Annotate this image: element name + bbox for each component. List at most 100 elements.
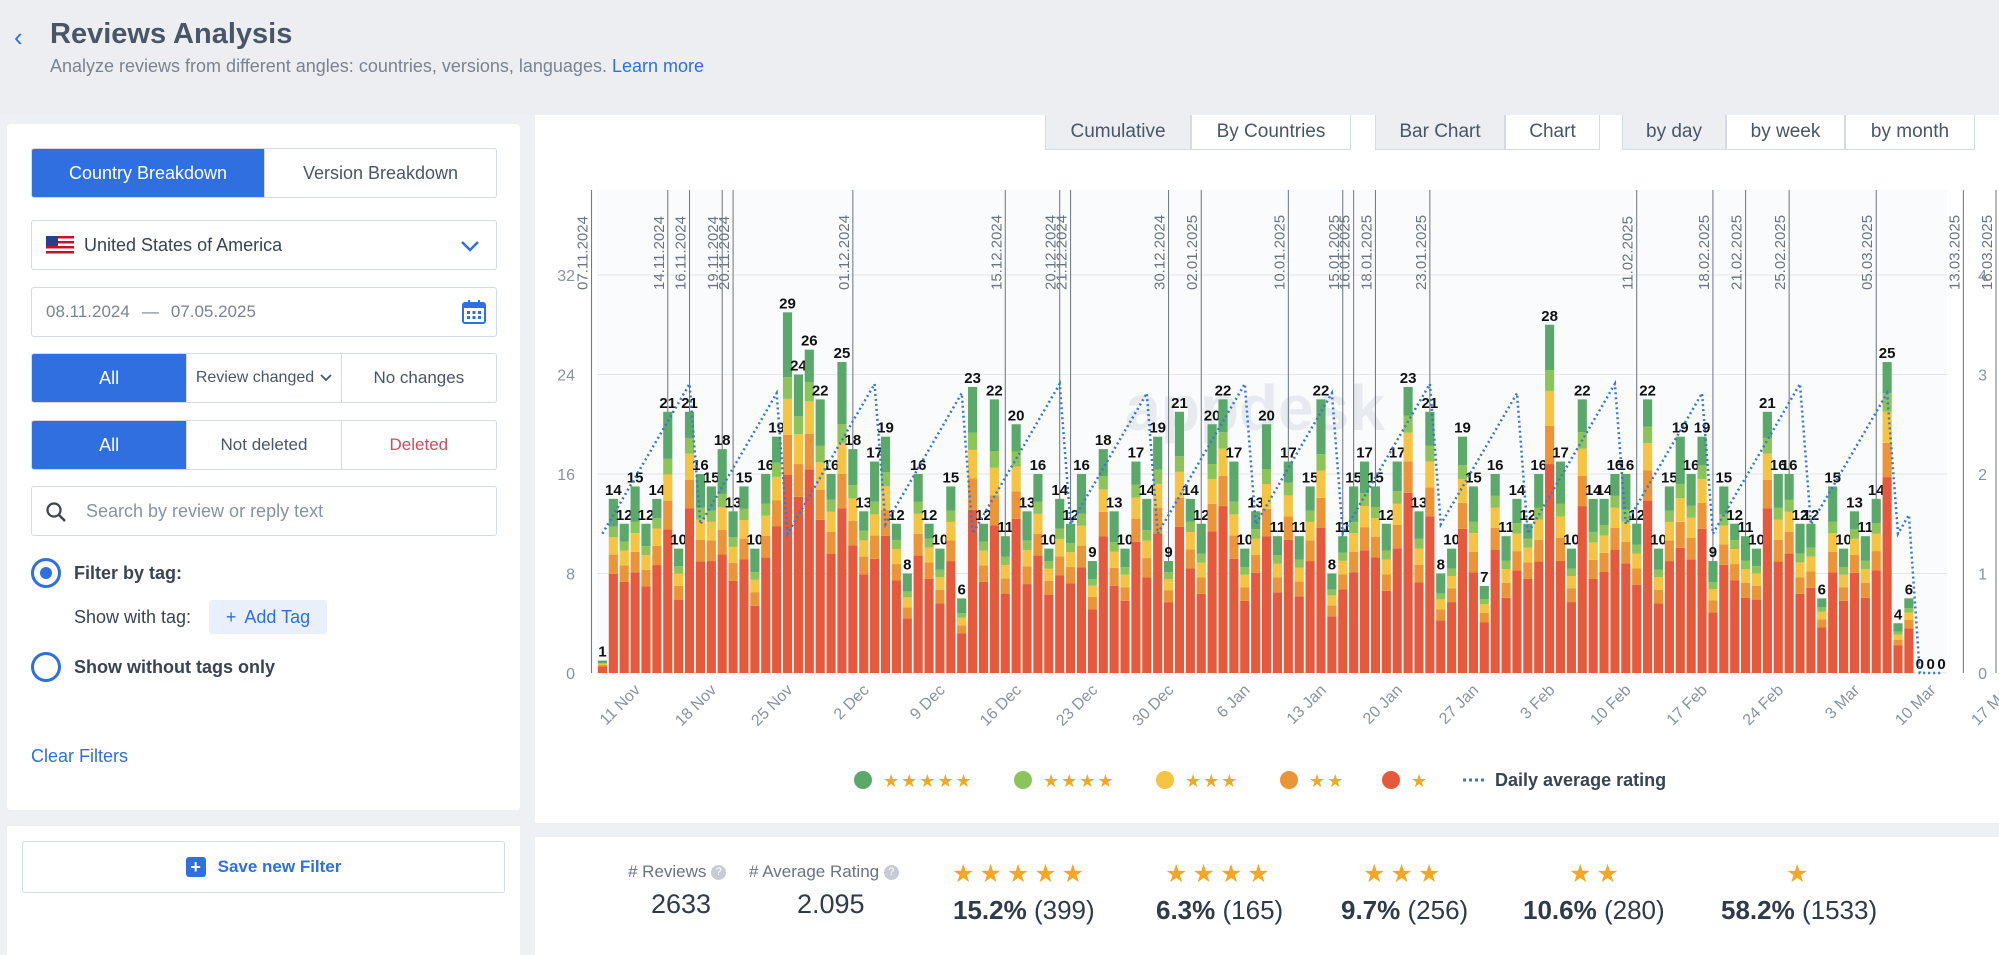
search-placeholder: Search by review or reply text: [86, 500, 324, 521]
show-without-tags-radio[interactable]: [31, 652, 61, 682]
country-select[interactable]: United States of America: [31, 220, 497, 270]
bar-value-label: 12: [921, 507, 938, 524]
review-changed-dropdown[interactable]: Review changed: [186, 354, 340, 402]
bar-segment-4-stars: [1076, 513, 1087, 526]
bar-segment-3-stars: [1653, 577, 1664, 590]
bar-segment-5-stars: [1806, 523, 1816, 548]
calendar-icon[interactable]: [462, 300, 486, 324]
bar-segment-4-stars: [706, 510, 716, 522]
bar-segment-2-stars: [1762, 479, 1772, 509]
event-date-label: 15.01.2025: [1326, 215, 1343, 290]
by-week-button[interactable]: by week: [1726, 115, 1845, 150]
bar-segment-3-stars: [989, 467, 999, 496]
clear-filters-link[interactable]: Clear Filters: [31, 746, 129, 766]
bar-segment-5-stars: [1457, 436, 1468, 466]
bar-segment-5-stars: [1327, 573, 1337, 590]
date-range-input[interactable]: 08.11.2024 — 07.05.2025: [31, 287, 497, 337]
by-countries-button[interactable]: By Countries: [1191, 115, 1351, 150]
bar-segment-3-stars: [674, 573, 684, 586]
bar-segment-3-stars: [1229, 514, 1239, 536]
bar-segment-3-stars: [1076, 525, 1087, 546]
bar-segment-1-star: [1871, 570, 1881, 673]
bar-segment-3-stars: [1174, 471, 1185, 499]
bar-segment-2-stars: [1523, 562, 1533, 579]
event-date-label: 20.11.2024: [716, 216, 733, 290]
tab-country-breakdown[interactable]: Country Breakdown: [32, 149, 264, 197]
bar-segment-1-star: [978, 581, 989, 673]
bar-segment-4-stars: [1098, 475, 1108, 490]
bar-segment-5-stars: [1741, 536, 1751, 561]
bar-segment-2-stars: [1621, 541, 1631, 564]
bar-segment-5-stars: [1534, 474, 1544, 508]
bar-segment-2-stars: [1087, 596, 1097, 610]
no-changes-button[interactable]: No changes: [340, 354, 496, 402]
bar-segment-1-star: [957, 633, 967, 673]
bar-segment-1-star: [935, 603, 945, 673]
save-filter-label: Save new Filter: [217, 857, 342, 876]
bar-segment-2-stars: [1033, 533, 1043, 556]
five-star-share: 15.2% (399): [953, 895, 1095, 926]
line-chart-button[interactable]: Chart: [1505, 115, 1600, 150]
bar-segment-4-stars: [1839, 567, 1849, 575]
bar-segment-3-stars: [1664, 521, 1674, 541]
bar-value-label: 10: [1117, 532, 1134, 549]
bar-segment-1-star: [1762, 508, 1772, 673]
bar-segment-2-stars: [1055, 556, 1065, 576]
help-icon[interactable]: ?: [883, 865, 899, 881]
bar-value-label: 17: [1552, 445, 1569, 462]
bar-segment-2-stars: [1849, 554, 1860, 573]
deleted-all-button[interactable]: All: [32, 421, 187, 469]
bar-segment-5-stars: [772, 436, 782, 463]
bar-segment-5-stars: [880, 436, 891, 473]
add-tag-button[interactable]: + Add Tag: [209, 600, 327, 634]
bar-segment-1-star: [1741, 597, 1751, 673]
bar-segment-2-stars: [674, 585, 684, 600]
bar-segment-3-stars: [1207, 478, 1217, 504]
cumulative-button[interactable]: Cumulative: [1045, 115, 1191, 150]
by-month-button[interactable]: by month: [1845, 115, 1975, 150]
bar-segment-3-stars: [946, 521, 956, 541]
bar-segment-4-stars: [1730, 540, 1740, 550]
bar-value-label: 0: [1916, 656, 1924, 673]
bar-segment-5-stars: [608, 498, 618, 527]
by-day-button[interactable]: by day: [1622, 115, 1726, 150]
bar-segment-2-stars: [1741, 582, 1751, 598]
help-icon[interactable]: ?: [711, 865, 727, 881]
filter-by-tag-radio[interactable]: [31, 558, 61, 588]
reviews-label: # Reviews ?: [628, 862, 727, 882]
bar-segment-4-stars: [913, 501, 923, 514]
bar-segment-5-stars: [1283, 461, 1293, 483]
bar-segment-2-stars: [782, 434, 793, 475]
bar-segment-4-stars: [1708, 582, 1718, 590]
bar-segment-2-stars: [1545, 425, 1555, 465]
bar-segment-2-stars: [1359, 527, 1370, 551]
bar-segment-5-stars: [1545, 324, 1555, 371]
bar-segment-2-stars: [695, 539, 705, 562]
bar-segment-3-stars: [1011, 466, 1021, 492]
bar-segment-2-stars: [1098, 511, 1108, 537]
x-tick-label: 17 Feb: [1664, 682, 1711, 729]
bar-segment-1-star: [674, 599, 684, 673]
legend-5-stars-icon: ★★★★★: [883, 771, 974, 791]
bar-segment-2-stars: [1828, 551, 1838, 573]
chevron-left-icon[interactable]: ‹: [14, 22, 23, 52]
deleted-button[interactable]: Deleted: [340, 421, 496, 469]
bar-segment-3-stars: [1240, 574, 1250, 588]
bar-value-label: 14: [1868, 482, 1885, 499]
save-filter-button[interactable]: + Save new Filter: [22, 841, 505, 893]
learn-more-link[interactable]: Learn more: [611, 56, 705, 76]
bar-segment-4-stars: [1425, 445, 1435, 462]
bar-segment-2-stars: [630, 551, 640, 573]
tab-version-breakdown[interactable]: Version Breakdown: [264, 149, 496, 197]
bar-segment-4-stars: [1751, 566, 1762, 574]
not-deleted-button[interactable]: Not deleted: [186, 421, 340, 469]
change-all-button[interactable]: All: [32, 354, 187, 402]
bar-segment-2-stars: [1142, 558, 1152, 578]
bar-chart-button[interactable]: Bar Chart: [1375, 115, 1505, 150]
bar-value-label: 13: [1846, 494, 1863, 511]
x-tick-label: 3 Mar: [1822, 681, 1863, 722]
bar-segment-5-stars: [1632, 523, 1642, 545]
bar-segment-4-stars: [1011, 451, 1021, 467]
bar-segment-4-stars: [1000, 556, 1010, 565]
search-input[interactable]: Search by review or reply text: [31, 486, 497, 536]
